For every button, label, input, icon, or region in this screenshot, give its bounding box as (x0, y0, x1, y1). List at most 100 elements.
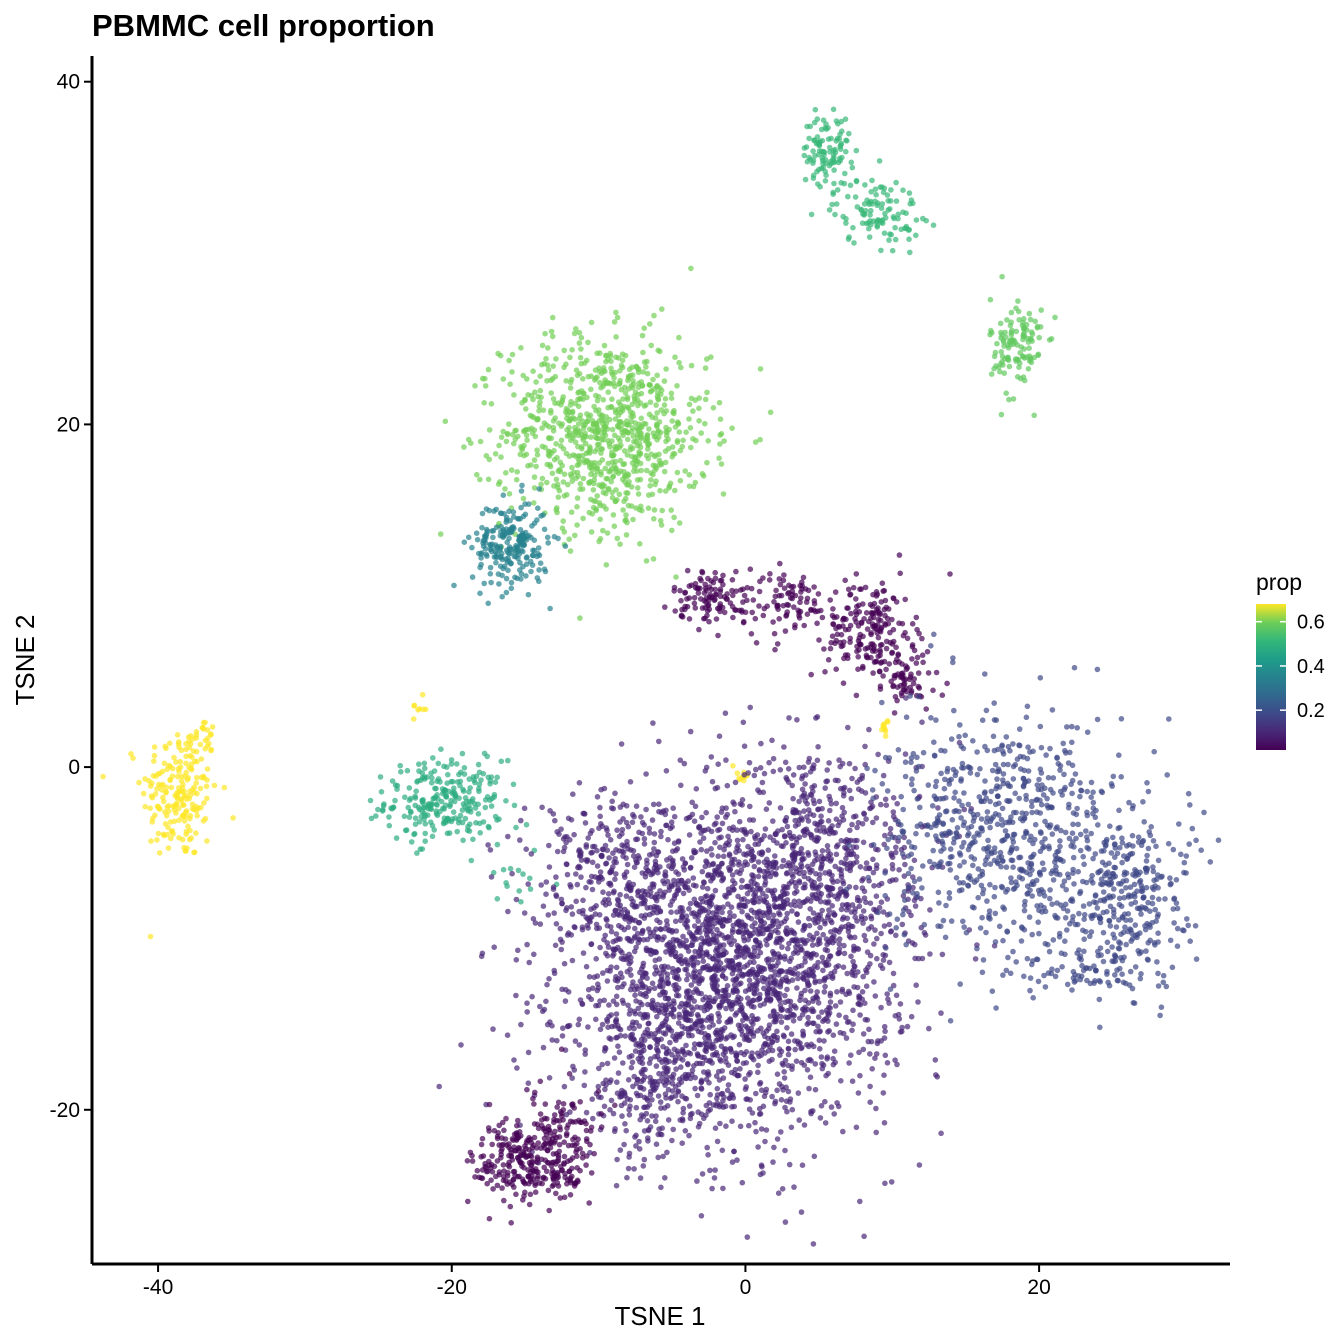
scatter-point (1002, 370, 1008, 376)
scatter-point (597, 460, 603, 466)
scatter-point (810, 1020, 816, 1026)
scatter-point (737, 819, 743, 825)
scatter-point (523, 530, 529, 536)
scatter-point (695, 960, 701, 966)
scatter-point (573, 326, 579, 332)
scatter-point (735, 770, 741, 776)
scatter-point (724, 998, 730, 1004)
scatter-point (783, 840, 789, 846)
scatter-point (764, 868, 770, 874)
scatter-point (636, 491, 642, 497)
scatter-point (788, 1003, 794, 1009)
scatter-point (938, 1010, 944, 1016)
scatter-point (800, 1162, 806, 1168)
scatter-point (742, 1076, 748, 1082)
scatter-point (873, 659, 879, 665)
scatter-point (771, 859, 777, 865)
scatter-point (663, 429, 669, 435)
scatter-point (893, 180, 899, 186)
scatter-point (833, 589, 839, 595)
scatter-point (663, 448, 669, 454)
scatter-point (917, 685, 923, 691)
scatter-point (881, 1090, 887, 1096)
scatter-point (591, 505, 597, 511)
scatter-point (569, 347, 575, 353)
scatter-point (885, 192, 891, 198)
scatter-point (451, 809, 457, 815)
scatter-point (719, 809, 725, 815)
scatter-point (1019, 344, 1025, 350)
scatter-point (490, 1026, 496, 1032)
scatter-point (685, 568, 691, 574)
scatter-point (653, 926, 659, 932)
scatter-point (703, 397, 709, 403)
scatter-point (683, 1001, 689, 1007)
scatter-point (530, 562, 536, 568)
scatter-point (678, 365, 684, 371)
scatter-point (607, 444, 613, 450)
scatter-point (826, 1028, 832, 1034)
scatter-point (767, 1058, 773, 1064)
scatter-point (433, 808, 439, 814)
scatter-point (827, 808, 833, 814)
scatter-point (430, 834, 436, 840)
scatter-point (612, 319, 618, 325)
scatter-point (620, 351, 626, 357)
scatter-point (797, 1040, 803, 1046)
scatter-point (804, 1042, 810, 1048)
scatter-point (772, 1014, 778, 1020)
scatter-point (704, 1103, 710, 1109)
scatter-point (710, 779, 716, 785)
scatter-point (854, 148, 860, 154)
scatter-point (872, 601, 878, 607)
scatter-point (873, 1106, 879, 1112)
scatter-point (589, 997, 595, 1003)
scatter-point (730, 827, 736, 833)
scatter-point (771, 1033, 777, 1039)
scatter-point (186, 775, 192, 781)
scatter-point (794, 912, 800, 918)
scatter-point (436, 761, 442, 767)
scatter-point (622, 518, 628, 524)
scatter-point (883, 733, 889, 739)
scatter-point (516, 888, 522, 894)
scatter-point (709, 902, 715, 908)
scatter-point (669, 391, 675, 397)
scatter-point (863, 938, 869, 944)
scatter-point (844, 971, 850, 977)
scatter-point (485, 842, 491, 848)
scatter-point (497, 546, 503, 552)
scatter-point (891, 971, 897, 977)
scatter-point (811, 584, 817, 590)
scatter-point (886, 922, 892, 928)
scatter-point (469, 545, 475, 551)
scatter-point (689, 934, 695, 940)
scatter-point (786, 583, 792, 589)
scatter-point (718, 834, 724, 840)
scatter-point (467, 828, 473, 834)
scatter-point (783, 818, 789, 824)
scatter-point (652, 507, 658, 513)
scatter-point (506, 551, 512, 557)
scatter-point (624, 893, 630, 899)
scatter-point (608, 359, 614, 365)
scatter-point (1006, 345, 1012, 351)
scatter-point (888, 826, 894, 832)
scatter-point (644, 359, 650, 365)
scatter-point (521, 496, 527, 502)
scatter-point (713, 888, 719, 894)
scatter-point (488, 580, 494, 586)
scatter-point (838, 1030, 844, 1036)
scatter-point (796, 1090, 802, 1096)
scatter-point (627, 1054, 633, 1060)
scatter-point (884, 991, 890, 997)
scatter-point (741, 1061, 747, 1067)
scatter-point (611, 463, 617, 469)
scatter-point (532, 474, 538, 480)
scatter-point (709, 895, 715, 901)
scatter-point (849, 160, 855, 166)
scatter-point (870, 670, 876, 676)
scatter-point (163, 821, 169, 827)
scatter-point (156, 831, 162, 837)
scatter-point (432, 768, 438, 774)
